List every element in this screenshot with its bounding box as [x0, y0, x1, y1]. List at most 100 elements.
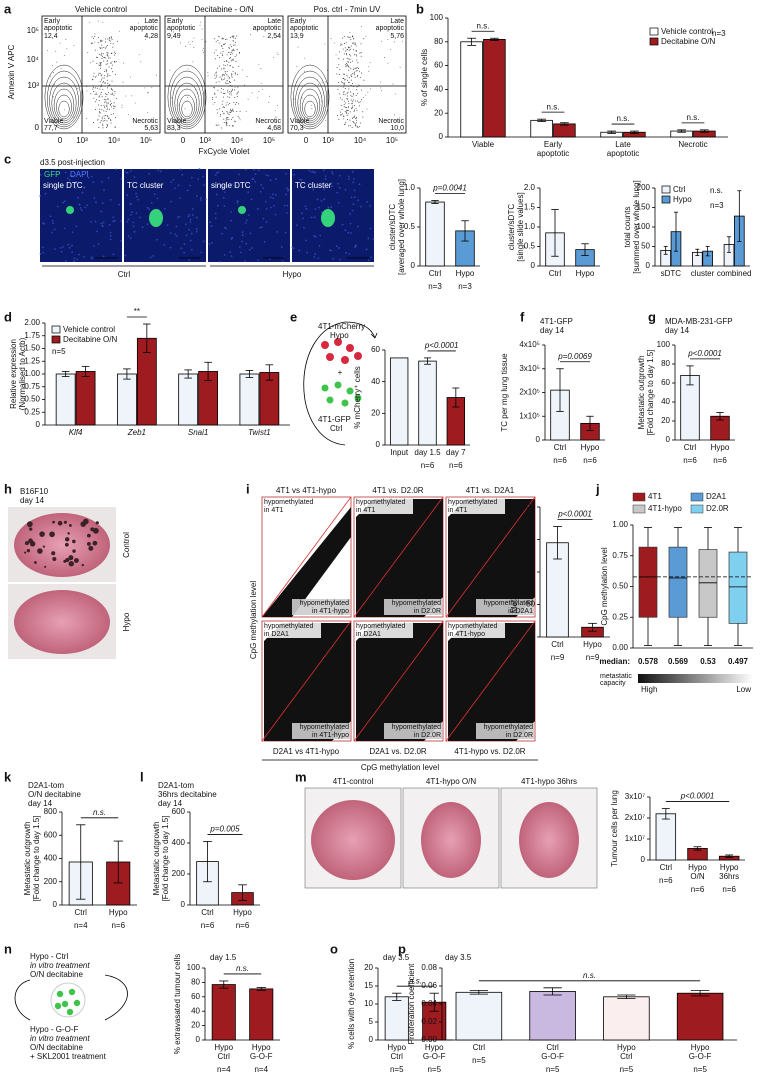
flow-event [93, 122, 95, 124]
flow-event [148, 21, 150, 23]
y-tick-label: 0.50 [24, 395, 40, 404]
flow-event [357, 62, 359, 64]
nucleus [230, 183, 233, 186]
note: in D2A1 [508, 608, 533, 615]
nucleus [177, 216, 179, 219]
nucleus [68, 246, 71, 249]
flow-event [351, 107, 353, 109]
nucleus [235, 184, 237, 187]
flow-event [187, 41, 189, 43]
flow-event [66, 48, 68, 50]
flow-event [104, 118, 106, 120]
y-tick-label: 0.5 [404, 222, 416, 231]
flow-event [100, 93, 102, 95]
y-tick-label: 0 [369, 1035, 374, 1044]
flow-event [222, 51, 224, 53]
nucleus [244, 222, 247, 224]
flow-event [346, 64, 348, 66]
flow-event [355, 45, 357, 47]
flow-event [97, 42, 99, 44]
x-tick-label: Ctrl [546, 1043, 559, 1052]
nucleus [141, 226, 144, 229]
nucleus [320, 200, 323, 202]
flow-event [352, 94, 354, 96]
flow-event [110, 119, 112, 121]
nucleus [210, 225, 213, 227]
nucleus [272, 193, 274, 196]
flow-event [362, 96, 364, 98]
nucleus [166, 224, 169, 227]
flow-event [342, 37, 344, 39]
flow-event [216, 67, 218, 69]
nucleus [179, 197, 181, 199]
y-tick-label: 0 [36, 420, 41, 429]
flow-event [356, 70, 358, 72]
nucleus [76, 258, 79, 261]
y-axis-label: [summed over whole lung] [632, 180, 641, 273]
flow-contour [169, 70, 205, 128]
nucleus [91, 257, 94, 260]
nucleus [112, 253, 115, 256]
note: in 4T1-hypo [312, 608, 349, 615]
nucleus [298, 178, 301, 181]
flow-event [234, 121, 236, 123]
flow-event [339, 51, 341, 53]
flow-event [219, 57, 221, 59]
y-tick-label: 0.50 [612, 582, 628, 591]
panel-title: D2A1 vs. D2.0R [369, 747, 427, 756]
nucleus [223, 205, 226, 208]
nucleus [313, 235, 316, 237]
arrow [104, 974, 128, 1021]
flow-event [223, 122, 225, 124]
flow-event [356, 110, 358, 112]
significance-label: ** [134, 307, 140, 316]
nucleus [59, 246, 62, 249]
flow-event [106, 52, 108, 54]
flow-event [343, 115, 345, 117]
flow-event [268, 102, 270, 103]
y-axis-label: % mCherry⁺ cells [353, 366, 362, 428]
flow-event [338, 118, 340, 120]
nucleus [181, 173, 184, 176]
flow-event [224, 106, 226, 108]
quadrant-label: apoptotic [44, 25, 73, 32]
nucleus [183, 243, 186, 245]
x-tick-label: Ctrl [201, 908, 214, 917]
significance-label: p=0.0069 [557, 352, 592, 361]
quadrant-value: 5,76 [390, 33, 404, 40]
flow-event [277, 54, 279, 55]
nucleus [78, 203, 81, 206]
flow-event [369, 88, 371, 90]
flow-event [341, 99, 343, 101]
panel-letter: p [398, 941, 406, 956]
note: in D2.0R [414, 608, 441, 615]
flow-event [92, 87, 94, 89]
x-tick-label: apoptotic [607, 149, 639, 158]
flow-event [238, 66, 240, 68]
flow-event [222, 106, 224, 108]
flow-event [102, 21, 104, 23]
flow-event [342, 77, 344, 79]
flow-event [346, 111, 348, 113]
flow-contour [290, 64, 330, 130]
nucleus [251, 178, 254, 181]
bar [55, 373, 76, 426]
nucleus [305, 207, 308, 210]
nucleus [71, 251, 73, 253]
nucleus [179, 168, 182, 171]
nucleus [120, 178, 123, 180]
legend-swatch [632, 504, 646, 514]
flow-event [346, 114, 348, 116]
flow-event [99, 108, 101, 110]
flow-event [355, 70, 357, 72]
y-tick-label: 0.04 [421, 999, 437, 1008]
note-bg [447, 622, 505, 638]
flow-event [224, 93, 226, 95]
nucleus [262, 217, 265, 220]
flow-event [228, 61, 230, 63]
flow-event [347, 46, 349, 48]
flow-event [92, 60, 94, 62]
nucleus [296, 224, 298, 227]
flow-event [241, 69, 243, 71]
flow-event [223, 113, 225, 115]
